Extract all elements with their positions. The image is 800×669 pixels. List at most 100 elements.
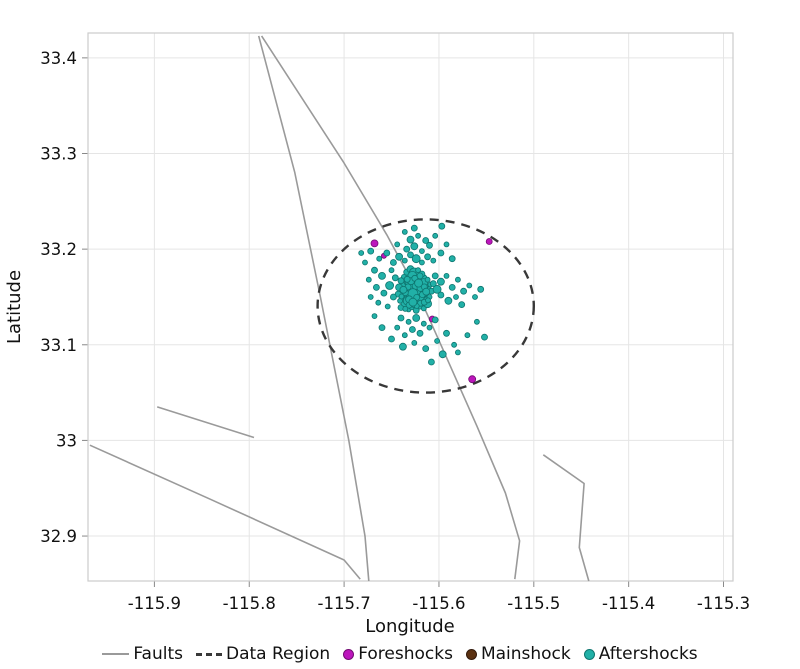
aftershock-point (481, 333, 488, 341)
aftershock-point (380, 289, 388, 297)
aftershock-point (453, 294, 459, 300)
y-tick-label: 33 (56, 431, 77, 450)
aftershock-point (434, 338, 441, 344)
aftershock-point (383, 249, 391, 257)
aftershock-point (422, 287, 431, 296)
x-tick-label: -115.7 (318, 594, 371, 613)
aftershock-point (448, 255, 456, 263)
legend-label-foreshocks: Foreshocks (358, 644, 453, 664)
y-tick-label: 33.2 (40, 240, 77, 259)
aftershock-point (372, 283, 380, 291)
aftershock-point (415, 232, 422, 239)
aftershock-point (375, 299, 382, 306)
aftershock-point (451, 341, 458, 348)
aftershock-point (418, 248, 425, 255)
aftershock-point (403, 245, 411, 253)
legend-label-mainshock: Mainshock (480, 644, 571, 664)
aftershock-point (401, 257, 408, 264)
aftershock-point (358, 250, 365, 256)
aftershock-point (437, 249, 445, 257)
y-tick-label: 32.9 (40, 527, 77, 546)
y-tick-label: 33.3 (40, 145, 77, 164)
aftershock-point (454, 349, 461, 356)
aftershock-point (405, 318, 412, 325)
aftershock-point (398, 293, 405, 300)
faults-line-swatch (102, 653, 130, 655)
aftershock-point (437, 291, 445, 299)
aftershock-point (414, 278, 424, 288)
aftershock-point (397, 277, 405, 285)
y-tick-label: 33.4 (40, 49, 77, 68)
legend: Faults Data Region Foreshocks Mainshock … (0, 644, 800, 664)
fault-line (260, 35, 521, 580)
x-tick-label: -115.6 (412, 594, 465, 613)
aftershock-point (403, 275, 411, 283)
aftershock-point (454, 276, 461, 283)
plot-frame (87, 32, 734, 582)
aftershock-point (385, 281, 395, 290)
y-tick-label: 33.1 (40, 336, 77, 355)
aftershock-point (378, 324, 386, 332)
fault-line (542, 454, 590, 582)
aftershock-point (371, 313, 378, 320)
foreshock-point (468, 375, 477, 384)
aftershock-point (416, 329, 424, 337)
aftershock-point (376, 255, 383, 262)
aftershock-point (460, 287, 468, 295)
fault-line (257, 35, 370, 582)
aftershock-point (367, 247, 375, 255)
aftershock-point (391, 274, 399, 282)
y-axis-label: Latitude (4, 270, 25, 344)
aftershock-point (477, 285, 485, 293)
aftershock-point (388, 335, 395, 343)
aftershock-point (397, 314, 405, 322)
aftershock-point (401, 228, 408, 235)
aftershock-point (384, 303, 391, 310)
aftershock-point (389, 259, 397, 266)
fault-line (89, 444, 361, 580)
aftershock-point (429, 280, 437, 288)
aftershock-point (443, 272, 450, 279)
x-tick-label: -115.3 (697, 594, 750, 613)
legend-item-data-region: Data Region (196, 644, 330, 664)
aftershock-point (401, 332, 408, 339)
aftershock-point (394, 324, 401, 331)
x-tick-label: -115.5 (507, 594, 560, 613)
legend-label-faults: Faults (133, 644, 183, 664)
aftershock-point (464, 332, 471, 339)
aftershock-point (443, 329, 450, 337)
aftershock-point (431, 272, 439, 280)
foreshock-point (370, 239, 379, 248)
aftershock-point (407, 251, 414, 259)
aftershock-point (411, 254, 421, 264)
aftershock-point (411, 339, 418, 346)
legend-item-faults: Faults (102, 644, 183, 664)
foreshock-point (485, 238, 493, 245)
data-region-dash-swatch (196, 652, 222, 656)
aftershock-point (426, 324, 433, 331)
legend-label-aftershocks: Aftershocks (598, 644, 698, 664)
aftershock-point (438, 350, 447, 359)
aftershock-point (424, 276, 431, 283)
aftershock-point (422, 345, 430, 353)
aftershock-point (443, 241, 450, 248)
aftershocks-dot-swatch (583, 648, 595, 660)
aftershock-point (394, 241, 401, 248)
aftershock-point (367, 294, 374, 300)
x-tick-label: -115.8 (223, 594, 276, 613)
aftershock-point (424, 253, 432, 261)
foreshocks-dot-swatch (343, 648, 355, 660)
aftershock-point (432, 284, 442, 294)
aftershock-point (458, 301, 466, 309)
aftershock-point (422, 237, 430, 244)
x-axis-label: Longitude (365, 616, 455, 637)
aftershock-point (410, 224, 418, 232)
aftershock-point (410, 242, 419, 251)
aftershock-point (438, 222, 446, 230)
aftershock-point (415, 267, 422, 274)
aftershock-point (466, 282, 473, 289)
aftershock-point (395, 252, 404, 261)
aftershock-point (436, 277, 445, 286)
fault-line (156, 406, 255, 439)
